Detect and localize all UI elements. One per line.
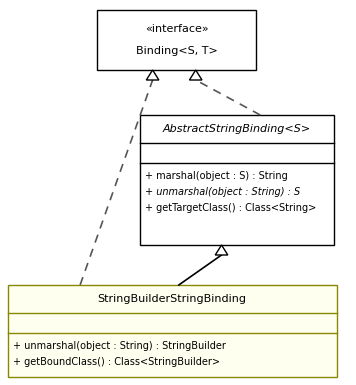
Text: + unmarshal(object : String) : StringBuilder: + unmarshal(object : String) : StringBui… <box>12 341 225 351</box>
Text: + getBoundClass() : Class<StringBuilder>: + getBoundClass() : Class<StringBuilder> <box>12 357 220 367</box>
Bar <box>8 285 337 377</box>
Text: Binding<S, T>: Binding<S, T> <box>136 46 218 56</box>
Polygon shape <box>146 70 159 80</box>
Text: StringBuilderStringBinding: StringBuilderStringBinding <box>98 294 247 304</box>
Text: + unmarshal(object : String) : S: + unmarshal(object : String) : S <box>145 187 300 197</box>
Bar <box>97 10 256 70</box>
Text: AbstractStringBinding<S>: AbstractStringBinding<S> <box>163 124 311 134</box>
Polygon shape <box>189 70 202 80</box>
Text: + getTargetClass() : Class<String>: + getTargetClass() : Class<String> <box>145 203 316 213</box>
Polygon shape <box>215 245 228 255</box>
Bar <box>140 115 334 245</box>
Text: + marshal(object : S) : String: + marshal(object : S) : String <box>145 171 288 181</box>
Text: «interface»: «interface» <box>145 24 208 34</box>
